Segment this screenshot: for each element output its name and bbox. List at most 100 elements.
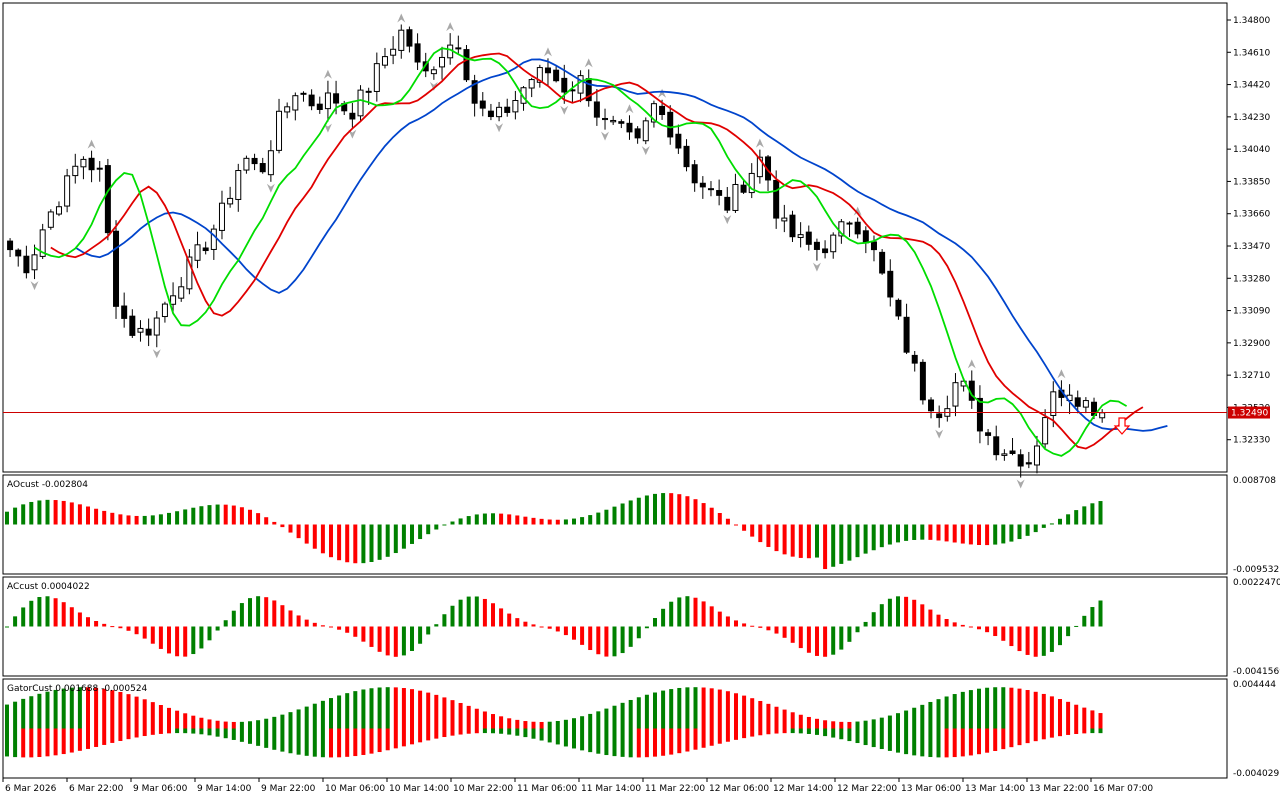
gator-histogram-lower-bar: [491, 728, 495, 734]
gator-histogram-lower-bar: [296, 728, 301, 755]
fractal-down-icon: [323, 123, 332, 133]
gator-histogram-upper-bar: [482, 711, 487, 729]
candle: [610, 119, 617, 123]
ao-histogram-bar: [329, 524, 333, 558]
fractal-down-icon: [266, 183, 275, 193]
gator-histogram-upper-bar: [1058, 699, 1062, 729]
ao-histogram-bar: [936, 524, 941, 541]
ac-histogram-bar: [628, 626, 633, 647]
gator-histogram-upper-bar: [920, 704, 925, 729]
candle: [406, 29, 413, 47]
gator-histogram-lower-bar: [604, 728, 609, 756]
indicator-max-label: 0.004444: [1233, 680, 1276, 690]
gator-histogram-lower-bar: [572, 728, 576, 749]
gator-histogram-upper-bar: [515, 719, 520, 729]
candle: [838, 221, 845, 237]
candle: [39, 229, 46, 257]
candle: [1050, 391, 1057, 416]
gator-histogram-upper-bar: [110, 690, 115, 729]
gator-histogram-upper-bar: [944, 696, 949, 729]
candle: [642, 120, 649, 142]
candle: [31, 254, 38, 271]
gator-histogram-upper-bar: [555, 720, 560, 729]
candle: [952, 382, 959, 407]
gator-histogram-upper-bar: [588, 713, 593, 729]
gator-histogram-upper-bar: [45, 691, 50, 729]
gator-histogram-lower-bar: [1082, 728, 1087, 734]
candle: [593, 101, 600, 118]
fractal-up-icon: [658, 88, 667, 98]
ao-histogram-bar: [968, 524, 973, 545]
candle: [308, 94, 315, 107]
ac-histogram-bar: [491, 603, 495, 627]
ao-histogram-bar: [410, 524, 414, 544]
candle: [479, 100, 486, 109]
alligator-jaw-line: [74, 58, 1168, 432]
ao-histogram-bar: [960, 524, 965, 544]
candle: [1099, 412, 1106, 419]
gator-histogram-upper-bar: [393, 687, 398, 729]
gator-histogram-lower-bar: [580, 728, 585, 751]
ac-histogram-bar: [13, 616, 18, 627]
ac-histogram-bar: [248, 598, 252, 627]
gator-histogram-lower-bar: [53, 728, 58, 756]
time-tick-label: 9 Mar 06:00: [133, 784, 188, 794]
ac-histogram-bar: [450, 605, 455, 627]
ac-histogram-bar: [912, 599, 917, 627]
candle: [976, 397, 983, 432]
ao-histogram-bar: [377, 524, 382, 560]
ao-histogram-bar: [1074, 510, 1079, 525]
fractal-up-icon: [397, 13, 406, 23]
gator-histogram-upper-bar: [653, 692, 657, 729]
time-tick-label: 6 Mar 2026: [5, 784, 57, 794]
ao-histogram-bar: [401, 524, 406, 549]
candle: [887, 270, 894, 298]
gator-histogram-upper-bar: [936, 699, 941, 729]
candle: [55, 206, 62, 215]
ac-histogram-bar: [1082, 615, 1087, 627]
ao-histogram-bar: [21, 504, 26, 525]
price-tick-label: 1.32710: [1233, 371, 1270, 381]
ac-histogram-bar: [37, 597, 42, 627]
ac-histogram-bar: [798, 626, 803, 649]
gator-histogram-upper-bar: [466, 705, 471, 729]
ac-histogram-bar: [288, 610, 293, 627]
ac-histogram-bar: [653, 618, 657, 627]
ao-histogram-bar: [199, 506, 204, 525]
ac-histogram-bar: [515, 618, 520, 627]
gator-histogram-upper-bar: [1082, 707, 1087, 729]
ao-histogram-bar: [928, 524, 933, 540]
candle: [805, 231, 812, 245]
gator-histogram-upper-bar: [94, 687, 99, 729]
gator-histogram-upper-bar: [912, 707, 917, 729]
gator-histogram-lower-bar: [879, 728, 884, 750]
gator-histogram-lower-bar: [685, 728, 690, 752]
gator-histogram-lower-bar: [644, 728, 649, 758]
ac-histogram-bar: [782, 626, 787, 638]
gator-histogram-lower-bar: [563, 728, 568, 747]
ac-histogram-bar: [312, 622, 317, 627]
candle: [381, 56, 388, 66]
gator-histogram-upper-bar: [142, 699, 147, 729]
ao-histogram-bar: [491, 513, 495, 525]
gator-histogram-upper-bar: [871, 719, 876, 729]
gator-histogram-lower-bar: [815, 728, 819, 735]
gator-histogram-lower-bar: [77, 728, 82, 751]
candle: [928, 399, 935, 412]
candle: [577, 75, 584, 94]
ao-histogram-bar: [1098, 501, 1103, 525]
ac-histogram-bar: [29, 600, 34, 627]
ac-histogram-bar: [831, 626, 836, 655]
ac-histogram-bar: [5, 626, 9, 628]
gator-histogram-lower-bar: [855, 728, 860, 744]
gator-histogram-lower-bar: [199, 728, 204, 735]
candle: [699, 182, 706, 188]
candle: [903, 316, 910, 353]
current-price-tag: [1228, 406, 1270, 419]
gator-histogram-lower-bar: [442, 728, 447, 738]
gator-histogram-upper-bar: [782, 709, 787, 729]
alligator-lips-line: [34, 47, 1128, 457]
ao-histogram-bar: [207, 505, 212, 525]
ao-histogram-bar: [312, 524, 317, 549]
